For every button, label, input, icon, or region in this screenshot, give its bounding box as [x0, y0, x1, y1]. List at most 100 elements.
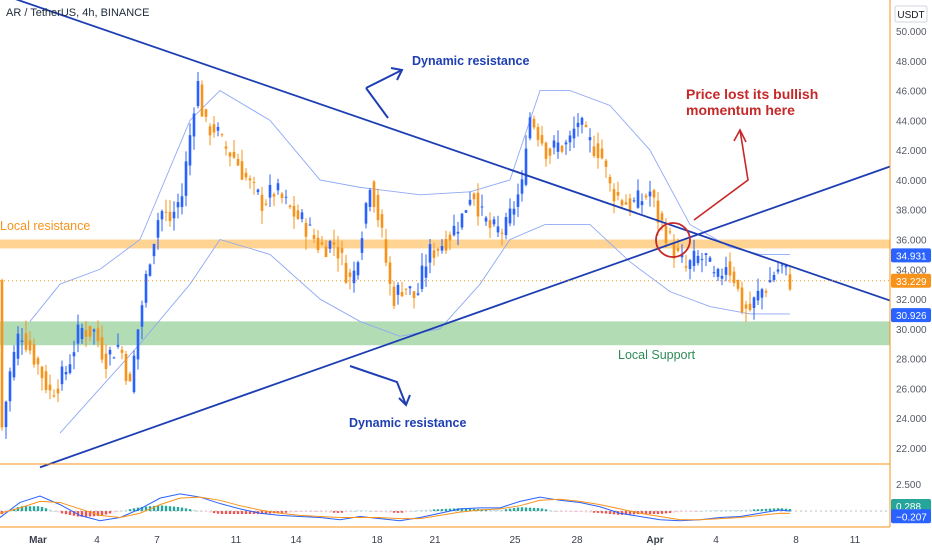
candle-down [592, 146, 596, 157]
macd-histogram-bar [576, 511, 580, 513]
macd-histogram-bar [248, 511, 252, 514]
macd-histogram-bar [392, 511, 396, 513]
price-axis[interactable]: 50.000 48.000 46.000 44.000 42.000 40.000 38.0… [891, 27, 931, 455]
macd-histogram-bar [788, 509, 792, 512]
candle-up [712, 272, 716, 274]
candle-down [40, 366, 44, 379]
currency-label: USDT [897, 10, 924, 21]
candle-down [628, 198, 632, 211]
candle-up [768, 280, 772, 283]
candle-down [88, 325, 92, 337]
macd-histogram-bar [772, 508, 776, 512]
candle-down [668, 231, 672, 233]
macd-histogram-bar [176, 507, 180, 512]
macd-histogram-bar [356, 510, 360, 512]
macd-histogram-bar [116, 511, 120, 512]
macd-histogram-bar [704, 510, 708, 512]
macd-histogram-bar [240, 511, 244, 514]
price-tick-label: 50.000 [896, 27, 927, 38]
candle-down [344, 262, 348, 283]
macd-histogram-bar [388, 511, 392, 513]
candle-down [332, 242, 336, 245]
candle-down [28, 340, 32, 351]
candle-down [52, 395, 56, 397]
macd-histogram-bar [164, 505, 168, 512]
candle-down [672, 242, 676, 259]
candle-up [572, 128, 576, 139]
macd-histogram-bar [540, 508, 544, 512]
macd-histogram-bar [276, 511, 280, 514]
macd-histogram-bar [192, 509, 196, 512]
candle-down [376, 194, 380, 221]
price-tick-label: 40.000 [896, 176, 927, 187]
price-label-text: 30.926 [896, 311, 927, 322]
macd-histogram-bar [496, 510, 500, 512]
candle-down [224, 146, 228, 149]
macd-histogram-bar [300, 511, 304, 513]
macd-signal-line [0, 496, 791, 521]
candle-down [624, 202, 628, 205]
candle-down [244, 172, 248, 178]
candle-up [720, 275, 724, 279]
candle-up [80, 327, 84, 340]
macd-histogram-bar [416, 510, 420, 512]
candle-up [256, 189, 260, 193]
candle-up [352, 270, 356, 284]
macd-line [0, 493, 791, 522]
candle-up [360, 238, 364, 253]
candle-up [556, 142, 560, 152]
macd-histogram-bar [420, 510, 424, 512]
candle-up [752, 297, 756, 308]
macd-histogram-bar [32, 506, 36, 512]
macd-histogram-bar [188, 509, 192, 512]
macd-label-text: −0.207 [896, 512, 927, 523]
macd-histogram-bar [448, 508, 452, 512]
macd-histogram-bar [20, 506, 24, 512]
macd-histogram-bar [224, 511, 228, 514]
price-tick-label: 38.000 [896, 206, 927, 217]
candle-down [100, 337, 104, 360]
macd-histogram-bar [100, 511, 104, 516]
macd-histogram-bar [572, 511, 576, 513]
candle-down [228, 152, 232, 157]
candle-down [600, 148, 604, 159]
macd-histogram-bar [504, 509, 508, 512]
macd-histogram-bar [120, 510, 124, 512]
candle-down [608, 176, 612, 184]
candle-up [140, 305, 144, 327]
time-axis[interactable]: Mar 4 7 11 14 18 21 25 28 Apr 4 8 11 [29, 535, 861, 546]
price-label-text: 34.931 [896, 251, 927, 262]
candle-up [452, 225, 456, 236]
candle-down [264, 203, 268, 205]
macd-tick-label: 2.500 [896, 480, 921, 491]
candle-up [724, 267, 728, 275]
macd-histogram-bar [152, 505, 156, 512]
candle-down [168, 211, 172, 222]
macd-histogram-bar [228, 511, 232, 514]
price-tick-label: 44.000 [896, 116, 927, 127]
macd-histogram-bar [472, 508, 476, 512]
macd-histogram-bar [348, 511, 352, 512]
candle-up [72, 352, 76, 357]
candle-up [152, 243, 156, 257]
candle-up [4, 401, 8, 428]
macd-histogram-bar [756, 509, 760, 512]
candle-up [528, 117, 532, 139]
candle-up [12, 351, 16, 378]
macd-histogram-bar [484, 509, 488, 512]
macd-histogram-bar [360, 510, 364, 512]
macd-histogram-bar [696, 511, 700, 512]
macd-histogram-bar [548, 510, 552, 512]
candle-up [148, 264, 152, 276]
candle-down [104, 353, 108, 369]
macd-histogram-bar [760, 509, 764, 512]
arrow-shaft-top [365, 87, 389, 119]
price-label-bg [891, 308, 931, 323]
candle-down [584, 124, 588, 127]
macd-histogram-bar [220, 511, 224, 514]
candles-layer [0, 71, 792, 439]
local-support-zone [0, 321, 890, 346]
macd-histogram-bar [408, 511, 412, 512]
